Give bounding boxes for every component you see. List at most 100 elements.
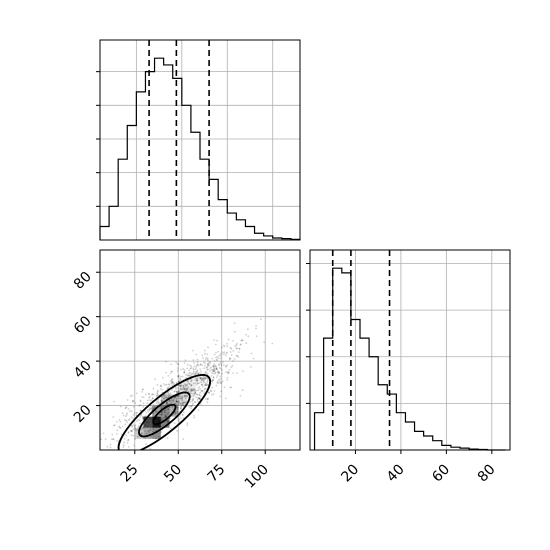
joint-scatter-point: [204, 384, 207, 386]
joint-scatter-point: [218, 354, 221, 357]
joint-scatter-point: [204, 384, 206, 386]
joint-scatter-point: [190, 373, 193, 376]
joint-scatter-point: [183, 370, 186, 373]
histogram-2-x-tick-label: 80: [475, 462, 499, 486]
joint-scatter-point: [169, 392, 172, 395]
joint-scatter-point: [212, 376, 215, 379]
joint-scatter-point: [169, 400, 171, 402]
joint-scatter-point: [227, 338, 230, 341]
joint-scatter-point: [185, 380, 187, 383]
joint-scatter-point: [161, 400, 163, 402]
joint-scatter-point: [223, 353, 225, 356]
joint-scatter-point: [175, 400, 178, 402]
joint-scatter-point: [190, 367, 193, 369]
joint-scatter-point: [196, 382, 199, 385]
joint-scatter-point: [181, 388, 184, 391]
joint-scatter-point: [183, 371, 186, 374]
joint-scatter-point: [191, 400, 194, 402]
joint-scatter-point: [223, 364, 225, 366]
joint-scatter-point: [202, 380, 205, 383]
joint-scatter-point: [161, 413, 164, 415]
joint-scatter-point: [200, 390, 203, 392]
histogram-2-steps: [313, 267, 506, 451]
joint-scatter-point: [205, 384, 208, 387]
joint-scatter-point: [168, 406, 171, 409]
joint-scatter-point: [247, 328, 249, 331]
joint-scatter-point: [247, 335, 250, 338]
joint-scatter-point: [110, 438, 113, 440]
joint-scatter-point: [151, 393, 153, 396]
joint-scatter-point: [154, 378, 157, 381]
joint-scatter-point: [122, 414, 125, 417]
joint-scatter-point: [190, 384, 193, 387]
joint-scatter-point: [202, 385, 204, 388]
joint-scatter-point: [186, 367, 189, 370]
joint-scatter-point: [189, 405, 192, 407]
joint-scatter-point: [206, 383, 209, 386]
joint-scatter-point: [157, 394, 160, 397]
joint-scatter-point: [212, 369, 214, 372]
joint-scatter-point: [260, 318, 262, 321]
joint-scatter-point: [148, 395, 151, 398]
joint-scatter-point: [237, 356, 240, 358]
joint-scatter-density-panel: 25 50 75 100 20 40 60 80: [71, 249, 301, 492]
joint-scatter-point: [203, 378, 206, 381]
joint-scatter-point: [235, 347, 238, 350]
joint-scatter-point: [176, 391, 179, 393]
joint-scatter-point: [163, 395, 166, 397]
joint-scatter-point: [212, 372, 215, 375]
joint-scatter-point: [189, 364, 191, 367]
joint-scatter-point: [195, 365, 198, 367]
joint-scatter-point: [149, 407, 152, 410]
joint-scatter-point: [205, 356, 208, 359]
joint-scatter-point: [185, 400, 188, 403]
joint-scatter-point: [196, 370, 199, 373]
joint-scatter-point: [255, 325, 257, 328]
joint-scatter-point: [180, 375, 182, 378]
joint-scatter-point: [180, 397, 183, 399]
joint-scatter-point: [145, 432, 148, 435]
joint-scatter-point: [192, 394, 195, 396]
joint-scatter-point: [172, 399, 175, 402]
joint-scatter-point: [176, 410, 179, 413]
joint-scatter-point: [127, 419, 130, 421]
joint-scatter-point: [171, 382, 174, 384]
joint-scatter-point: [163, 411, 166, 413]
joint-scatter-point: [233, 322, 236, 325]
joint-scatter-point: [218, 378, 221, 381]
joint-scatter-point: [204, 382, 207, 385]
joint-scatter-point: [197, 372, 200, 375]
joint-scatter-point: [126, 421, 129, 424]
joint-scatter-point: [252, 357, 255, 360]
joint-scatter-point: [207, 365, 209, 368]
joint-scatter-point: [122, 446, 125, 448]
joint-scatter-point: [208, 364, 211, 367]
joint-scatter-point: [171, 370, 173, 373]
joint-scatter-point: [217, 357, 220, 360]
joint-scatter-point: [212, 378, 215, 381]
joint-scatter-point: [213, 339, 215, 342]
joint-scatter-point: [211, 380, 214, 383]
joint-scatter-point: [198, 397, 201, 400]
joint-scatter-point: [198, 394, 201, 397]
joint-scatter-point: [197, 372, 200, 375]
joint-scatter-point: [127, 439, 129, 442]
joint-scatter-point: [216, 355, 219, 358]
joint-scatter-point: [140, 433, 143, 435]
joint-scatter-point: [199, 377, 202, 379]
joint-scatter-point: [146, 409, 149, 412]
joint-scatter-point: [164, 409, 166, 412]
joint-scatter-point: [124, 419, 126, 422]
joint-scatter-point: [125, 434, 128, 437]
joint-scatter-point: [204, 352, 206, 355]
joint-scatter-point: [130, 425, 133, 427]
joint-scatter-point: [176, 404, 178, 407]
joint-scatter-point: [219, 377, 222, 380]
joint-scatter-point: [156, 394, 159, 397]
joint-scatter-point: [100, 438, 102, 440]
joint-scatter-point: [147, 430, 150, 432]
joint-scatter-point: [132, 399, 135, 402]
joint-scatter-point: [155, 437, 157, 440]
joint-scatter-point: [182, 367, 185, 370]
joint-scatter-point: [176, 370, 179, 372]
